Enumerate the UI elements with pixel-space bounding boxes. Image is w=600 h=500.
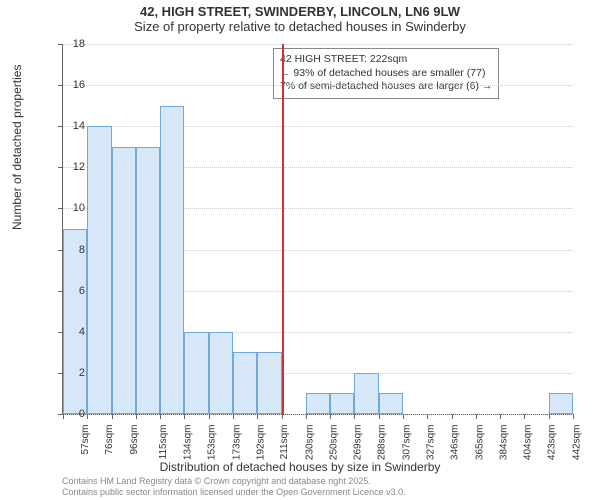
x-tick-mark [330,414,331,419]
footer: Contains HM Land Registry data © Crown c… [62,476,406,498]
x-axis-label: Distribution of detached houses by size … [0,460,600,474]
x-tick-label: 384sqm [498,425,509,461]
x-tick-mark [282,414,283,419]
x-tick-label: 346sqm [450,425,461,461]
grid-line [63,85,573,86]
histogram-bar [209,332,233,414]
x-tick-label: 173sqm [231,425,242,461]
y-tick-label: 6 [60,285,85,297]
y-tick-label: 18 [60,38,85,50]
x-tick-mark [573,414,574,419]
x-tick-label: 230sqm [304,425,315,461]
x-tick-label: 250sqm [328,425,339,461]
histogram-bar [184,332,208,414]
histogram-bar [136,147,160,414]
title-line1: 42, HIGH STREET, SWINDERBY, LINCOLN, LN6… [0,4,600,19]
x-tick-mark [379,414,380,419]
x-tick-label: 192sqm [256,425,267,461]
histogram-bar [87,126,111,414]
histogram-bar [549,393,573,414]
x-tick-mark [233,414,234,419]
histogram-bar [330,393,354,414]
x-tick-label: 57sqm [80,425,91,455]
y-tick-label: 8 [60,244,85,256]
y-tick-label: 2 [60,367,85,379]
histogram-bar [306,393,330,414]
y-tick-label: 0 [60,408,85,420]
plot-area: 42 HIGH STREET: 222sqm ← 93% of detached… [62,44,573,415]
grid-line [63,414,573,415]
grid-line [63,44,573,45]
footer-line2: Contains public sector information licen… [62,487,406,498]
annotation-line3: 7% of semi-detached houses are larger (6… [280,80,492,94]
title-line2: Size of property relative to detached ho… [0,19,600,34]
x-tick-mark [306,414,307,419]
histogram-bar [160,106,184,414]
x-tick-label: 327sqm [426,425,437,461]
x-tick-mark [403,414,404,419]
x-tick-mark [354,414,355,419]
x-tick-mark [476,414,477,419]
x-tick-label: 76sqm [104,425,115,455]
histogram-bar [233,352,257,414]
x-tick-mark [257,414,258,419]
title-block: 42, HIGH STREET, SWINDERBY, LINCOLN, LN6… [0,0,600,34]
reference-line [282,44,284,414]
x-tick-label: 153sqm [207,425,218,461]
x-tick-label: 288sqm [377,425,388,461]
footer-line1: Contains HM Land Registry data © Crown c… [62,476,406,487]
annotation-box: 42 HIGH STREET: 222sqm ← 93% of detached… [273,48,499,99]
y-tick-label: 4 [60,326,85,338]
y-axis-label: Number of detached properties [10,65,24,230]
x-tick-mark [549,414,550,419]
x-tick-label: 423sqm [547,425,558,461]
x-tick-label: 442sqm [571,425,582,461]
x-tick-mark [112,414,113,419]
y-tick-label: 16 [60,79,85,91]
x-tick-mark [87,414,88,419]
x-tick-mark [209,414,210,419]
x-tick-label: 115sqm [158,425,169,460]
x-tick-label: 269sqm [353,425,364,461]
histogram-bar [257,352,281,414]
x-tick-label: 96sqm [129,425,140,455]
histogram-bar [63,229,87,414]
annotation-line1: 42 HIGH STREET: 222sqm [280,53,492,67]
x-tick-mark [136,414,137,419]
histogram-bar [354,373,378,414]
x-tick-label: 404sqm [523,425,534,461]
chart-container: 42, HIGH STREET, SWINDERBY, LINCOLN, LN6… [0,0,600,500]
annotation-line2: ← 93% of detached houses are smaller (77… [280,67,492,81]
histogram-bar [112,147,136,414]
x-tick-mark [184,414,185,419]
x-tick-mark [160,414,161,419]
x-tick-mark [500,414,501,419]
x-tick-label: 211sqm [279,425,290,460]
y-tick-label: 12 [60,161,85,173]
x-tick-mark [524,414,525,419]
grid-line [63,126,573,127]
x-tick-label: 307sqm [401,425,412,461]
x-tick-label: 365sqm [474,425,485,461]
x-tick-mark [452,414,453,419]
x-tick-mark [427,414,428,419]
x-tick-label: 134sqm [183,425,194,461]
y-tick-label: 14 [60,120,85,132]
y-tick-label: 10 [60,202,85,214]
histogram-bar [379,393,403,414]
